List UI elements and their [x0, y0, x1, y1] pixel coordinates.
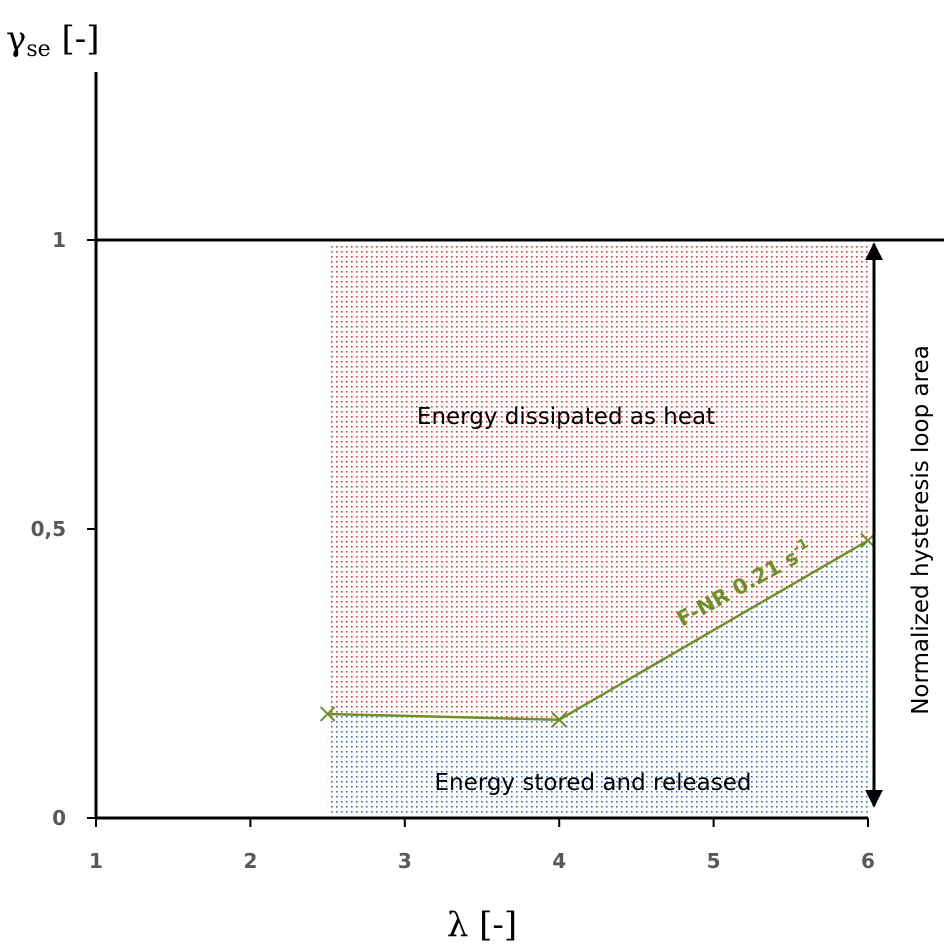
x-axis-title: λ [-]	[447, 905, 517, 945]
y-axis-title-unit: [-]	[51, 19, 100, 59]
y-axis-title-subscript: se	[26, 37, 50, 62]
x-tick-label: 5	[707, 849, 721, 873]
x-tick-label: 6	[861, 849, 875, 873]
x-tick-label: 4	[552, 849, 566, 873]
y-tick-label: 1	[52, 228, 66, 252]
region-label-stored: Energy stored and released	[435, 770, 752, 796]
regions-layer	[327, 246, 869, 814]
data-point	[319, 706, 336, 722]
y-tick-label: 0	[52, 806, 66, 830]
y-axis-title: γse [-]	[6, 19, 99, 62]
region-dissipated	[327, 246, 869, 720]
region-stored	[327, 540, 869, 814]
x-tick-label: 1	[89, 849, 103, 873]
series-label-superscript: -1	[790, 536, 811, 558]
region-label-dissipated: Energy dissipated as heat	[417, 404, 715, 430]
range-annotation-label: Normalized hysteresis loop area	[908, 345, 934, 715]
x-tick-label: 2	[243, 849, 257, 873]
x-tick-label: 3	[398, 849, 412, 873]
data-point	[551, 712, 567, 728]
y-tick-label: 0,5	[31, 517, 66, 541]
ticks-layer: 1 2 3 4 5 6 0 0,5 1	[31, 228, 875, 873]
